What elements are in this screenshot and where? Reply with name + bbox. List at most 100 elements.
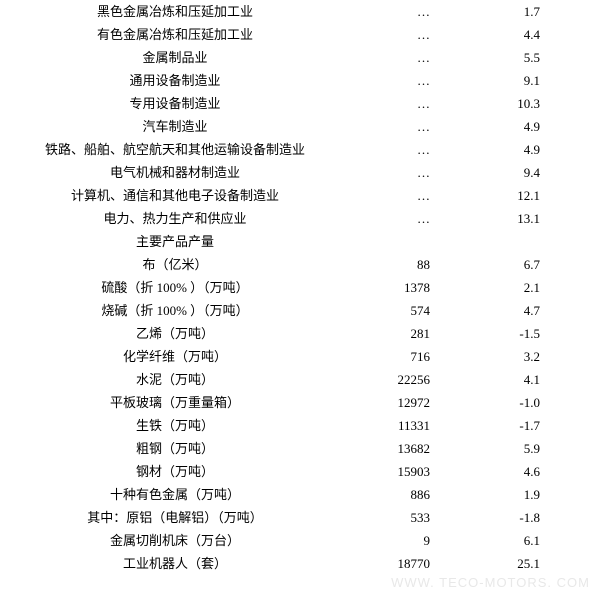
row-value-1: 12972	[330, 391, 440, 414]
row-value-2: 4.1	[440, 368, 550, 391]
row-label: 主要产品产量	[20, 230, 330, 253]
row-value-1: …	[330, 46, 440, 69]
row-value-1: 281	[330, 322, 440, 345]
row-value-2: 9.1	[440, 69, 550, 92]
table-row: 乙烯（万吨）281-1.5	[20, 322, 580, 345]
row-value-1: 18770	[330, 552, 440, 575]
row-value-2: 5.9	[440, 437, 550, 460]
table-row: 电气机械和器材制造业…9.4	[20, 161, 580, 184]
row-value-2: 25.1	[440, 552, 550, 575]
row-value-1: …	[330, 0, 440, 23]
row-label: 乙烯（万吨）	[20, 322, 330, 345]
table-row: 钢材（万吨）159034.6	[20, 460, 580, 483]
row-value-1: …	[330, 92, 440, 115]
data-table: 黑色金属冶炼和压延加工业…1.7有色金属冶炼和压延加工业…4.4金属制品业…5.…	[0, 0, 600, 575]
table-row: 十种有色金属（万吨）8861.9	[20, 483, 580, 506]
row-value-1: 574	[330, 299, 440, 322]
row-value-2: 13.1	[440, 207, 550, 230]
row-value-1: 533	[330, 506, 440, 529]
table-row: 烧碱（折 100% ）（万吨）5744.7	[20, 299, 580, 322]
row-label: 粗钢（万吨）	[20, 437, 330, 460]
row-value-1: …	[330, 138, 440, 161]
row-value-2: 5.5	[440, 46, 550, 69]
row-label: 工业机器人（套）	[20, 552, 330, 575]
row-label: 通用设备制造业	[20, 69, 330, 92]
row-value-2: 6.1	[440, 529, 550, 552]
row-value-1: 88	[330, 253, 440, 276]
row-value-1: 13682	[330, 437, 440, 460]
row-value-1: 886	[330, 483, 440, 506]
watermark: WWW. TECO-MOTORS. COM	[391, 575, 590, 590]
row-label: 铁路、船舶、航空航天和其他运输设备制造业	[20, 138, 330, 161]
row-value-2: 4.4	[440, 23, 550, 46]
table-row: 有色金属冶炼和压延加工业…4.4	[20, 23, 580, 46]
row-value-1: 1378	[330, 276, 440, 299]
row-value-1: 9	[330, 529, 440, 552]
table-row: 粗钢（万吨）136825.9	[20, 437, 580, 460]
row-value-1: …	[330, 115, 440, 138]
row-label: 金属制品业	[20, 46, 330, 69]
row-label: 水泥（万吨）	[20, 368, 330, 391]
table-row: 计算机、通信和其他电子设备制造业…12.1	[20, 184, 580, 207]
row-value-2: 4.7	[440, 299, 550, 322]
row-value-1: …	[330, 207, 440, 230]
table-row: 黑色金属冶炼和压延加工业…1.7	[20, 0, 580, 23]
row-value-2: 4.9	[440, 138, 550, 161]
table-row: 通用设备制造业…9.1	[20, 69, 580, 92]
row-label: 专用设备制造业	[20, 92, 330, 115]
row-value-2: 6.7	[440, 253, 550, 276]
row-label: 其中：原铝（电解铝）（万吨）	[20, 506, 330, 529]
row-label: 有色金属冶炼和压延加工业	[20, 23, 330, 46]
table-row: 工业机器人（套）1877025.1	[20, 552, 580, 575]
row-label: 生铁（万吨）	[20, 414, 330, 437]
row-label: 金属切削机床（万台）	[20, 529, 330, 552]
table-row: 水泥（万吨）222564.1	[20, 368, 580, 391]
row-value-2: 12.1	[440, 184, 550, 207]
table-row: 布（亿米）886.7	[20, 253, 580, 276]
row-value-1: 716	[330, 345, 440, 368]
row-label: 布（亿米）	[20, 253, 330, 276]
table-row: 专用设备制造业…10.3	[20, 92, 580, 115]
row-value-2: -1.0	[440, 391, 550, 414]
row-label: 黑色金属冶炼和压延加工业	[20, 0, 330, 23]
row-label: 汽车制造业	[20, 115, 330, 138]
row-value-1: 15903	[330, 460, 440, 483]
row-value-1: …	[330, 69, 440, 92]
row-label: 硫酸（折 100% ）（万吨）	[20, 276, 330, 299]
table-row: 汽车制造业…4.9	[20, 115, 580, 138]
row-value-2: 1.9	[440, 483, 550, 506]
row-label: 钢材（万吨）	[20, 460, 330, 483]
row-label: 化学纤维（万吨）	[20, 345, 330, 368]
row-value-1: …	[330, 161, 440, 184]
row-value-2: 4.6	[440, 460, 550, 483]
row-value-1: …	[330, 23, 440, 46]
row-value-2: 3.2	[440, 345, 550, 368]
row-label: 烧碱（折 100% ）（万吨）	[20, 299, 330, 322]
table-row: 主要产品产量	[20, 230, 580, 253]
table-row: 电力、热力生产和供应业…13.1	[20, 207, 580, 230]
row-value-2: 9.4	[440, 161, 550, 184]
table-row: 金属制品业…5.5	[20, 46, 580, 69]
table-row: 铁路、船舶、航空航天和其他运输设备制造业…4.9	[20, 138, 580, 161]
row-label: 十种有色金属（万吨）	[20, 483, 330, 506]
row-label: 电力、热力生产和供应业	[20, 207, 330, 230]
row-label: 电气机械和器材制造业	[20, 161, 330, 184]
table-row: 硫酸（折 100% ）（万吨）13782.1	[20, 276, 580, 299]
table-row: 金属切削机床（万台）96.1	[20, 529, 580, 552]
row-value-2: -1.5	[440, 322, 550, 345]
row-value-2: -1.7	[440, 414, 550, 437]
table-row: 生铁（万吨）11331-1.7	[20, 414, 580, 437]
table-row: 平板玻璃（万重量箱）12972-1.0	[20, 391, 580, 414]
row-value-1: …	[330, 184, 440, 207]
row-value-2: 4.9	[440, 115, 550, 138]
table-row: 其中：原铝（电解铝）（万吨）533-1.8	[20, 506, 580, 529]
row-label: 平板玻璃（万重量箱）	[20, 391, 330, 414]
row-value-1: 11331	[330, 414, 440, 437]
row-value-2: -1.8	[440, 506, 550, 529]
row-value-2: 2.1	[440, 276, 550, 299]
row-label: 计算机、通信和其他电子设备制造业	[20, 184, 330, 207]
table-row: 化学纤维（万吨）7163.2	[20, 345, 580, 368]
row-value-2: 1.7	[440, 0, 550, 23]
row-value-1: 22256	[330, 368, 440, 391]
row-value-2: 10.3	[440, 92, 550, 115]
